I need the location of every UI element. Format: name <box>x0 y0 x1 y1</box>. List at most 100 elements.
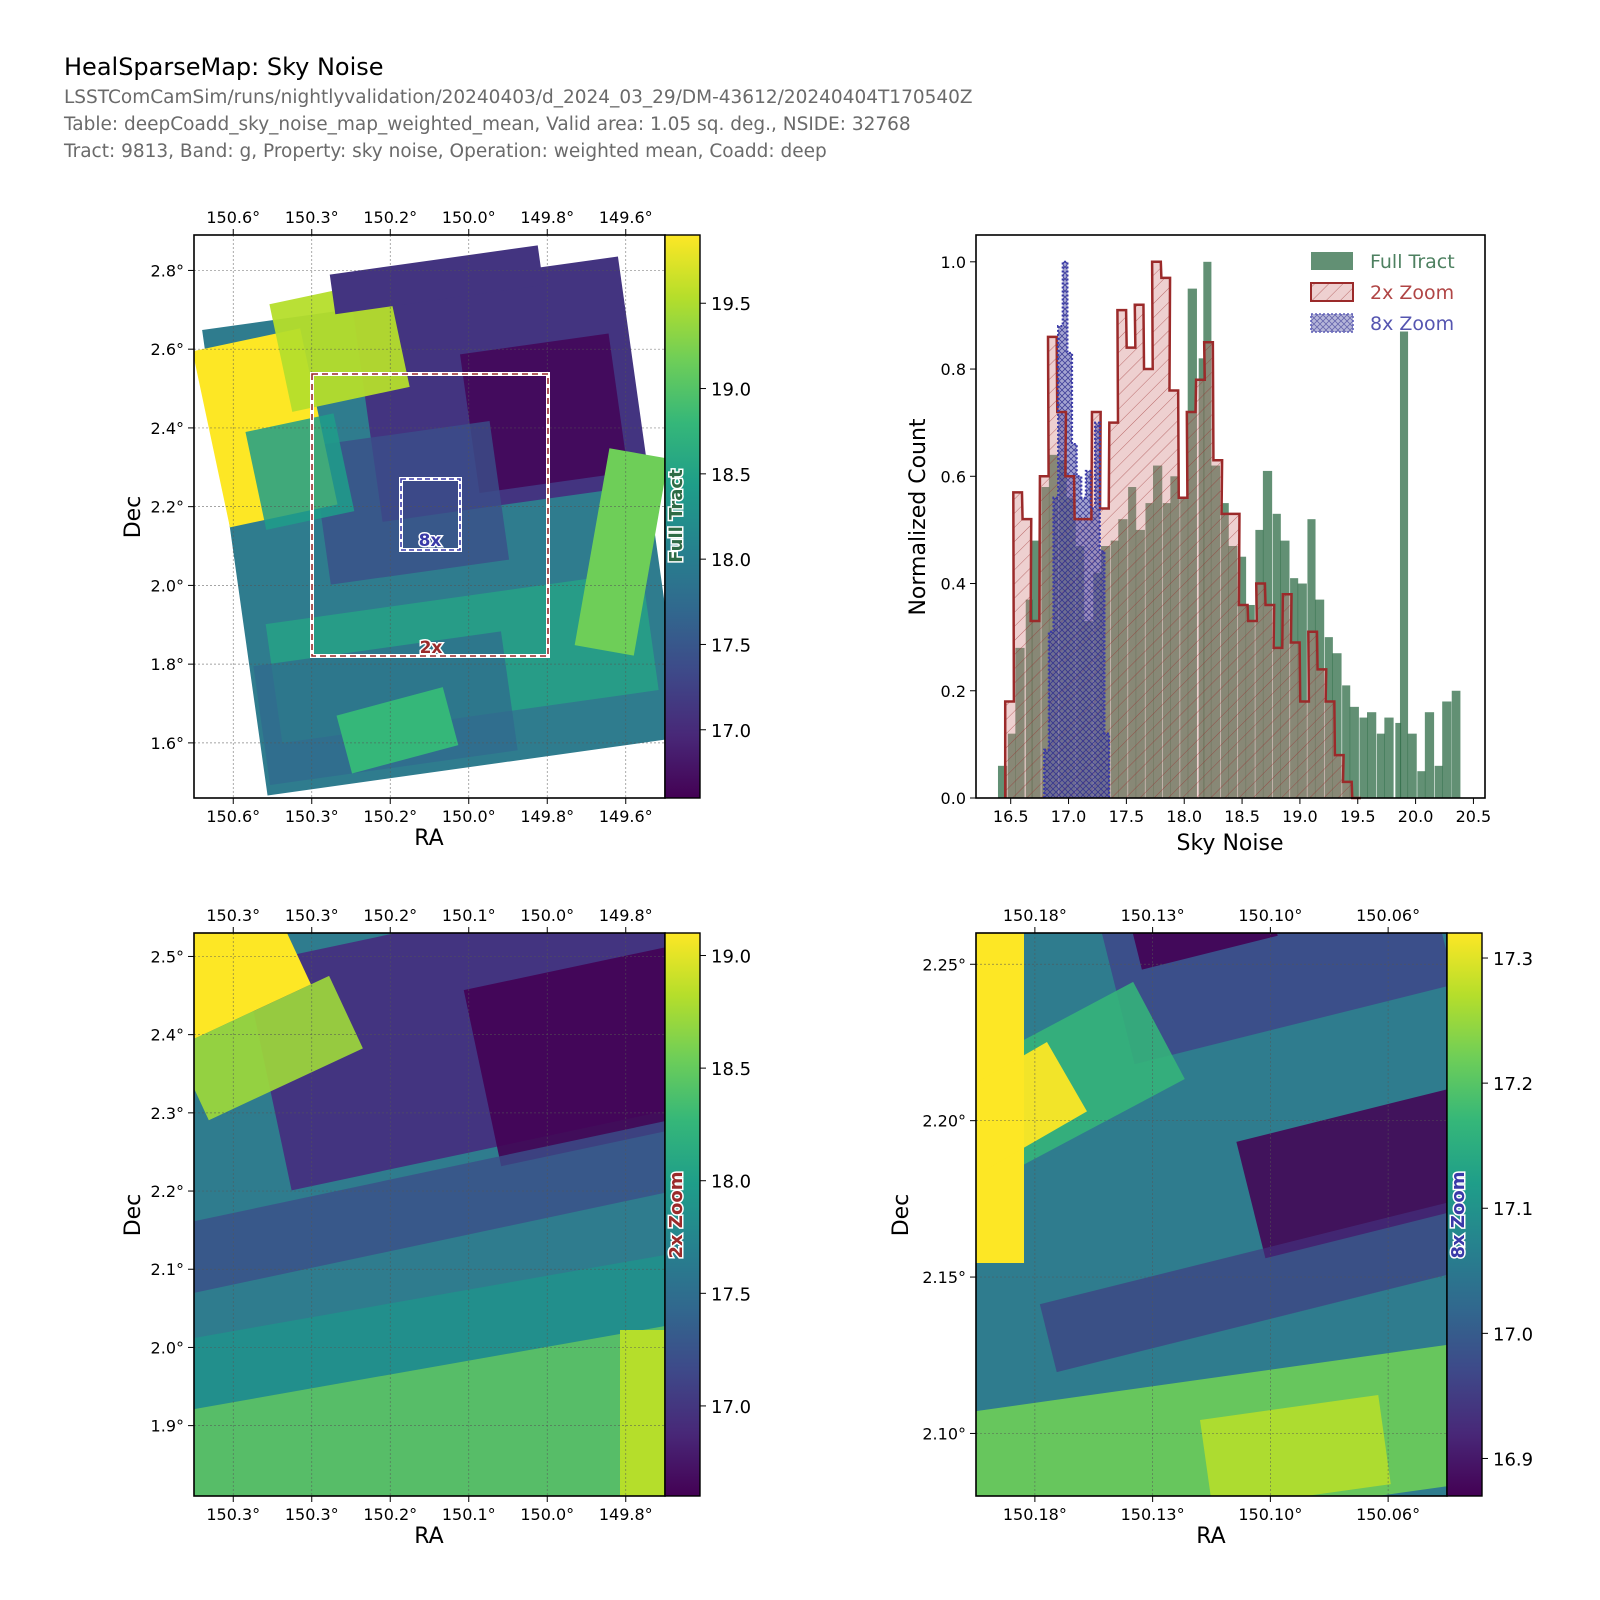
x-tick-label: 150.0° <box>520 1505 574 1524</box>
subtitle-run: LSSTComCamSim/runs/nightlyvalidation/202… <box>64 87 973 108</box>
full-tract-colorbar-ticks: 19.5 19.0 18.5 18.0 17.5 17.0 <box>700 294 751 742</box>
x-tick-label: 150.06° <box>1356 1505 1420 1524</box>
zoom-box-8x: 8x <box>399 477 462 553</box>
y-tick-label: 2.1° <box>151 1260 184 1279</box>
z2-bright-corner <box>620 1330 665 1496</box>
x-tick-label-top: 150.2° <box>363 906 417 925</box>
x-tick-label: 150.3° <box>285 807 339 826</box>
full-tract-heatmap <box>194 245 665 796</box>
tract-bright-east <box>574 448 665 656</box>
y-tick-label: 1.8° <box>151 655 184 674</box>
x-tick-label-top: 150.6° <box>206 208 260 227</box>
histogram-x-ticks: 16.5 17.0 17.5 18.0 18.5 19.0 19.5 20.0 20.5 <box>993 798 1491 826</box>
hist-x-tick-label: 19.5 <box>1340 807 1376 826</box>
hist-x-tick-label: 18.5 <box>1224 807 1260 826</box>
full-tract-grid <box>194 235 665 798</box>
hist-x-tick-label: 20.0 <box>1398 807 1434 826</box>
histogram-bar-full-tract <box>1417 771 1426 798</box>
y-tick-label: 2.3° <box>151 1104 184 1123</box>
figure-title: HealSparseMap: Sky Noise <box>64 53 384 81</box>
z2-green-band <box>194 1320 665 1496</box>
colorbar-tick-label: 18.5 <box>711 465 751 486</box>
histogram-bar-full-tract <box>1384 717 1394 798</box>
hist-x-tick-label: 18.0 <box>1166 807 1202 826</box>
histogram-bar-full-tract <box>1434 765 1443 798</box>
hist-y-tick-label: 1.0 <box>941 253 966 272</box>
legend-swatch-8x <box>1310 313 1354 333</box>
full-tract-panel: 2x 8x 150.6° 150.3° 150.2° 150.0° 149.8° 149.… <box>121 208 751 851</box>
x-tick-label-top: 150.13° <box>1121 906 1185 925</box>
y-tick-label: 2.4° <box>151 419 184 438</box>
histogram-legend: Full Tract 2x Zoom 8x Zoom <box>1310 251 1455 335</box>
zoom-2x-colorbar-ticks: 19.0 18.5 18.0 17.5 17.0 <box>700 947 751 1418</box>
zoom-8x-y-ticks: 2.25° 2.20° 2.15° 2.10° <box>922 955 976 1443</box>
zoom-2x-colorbar-label: 2x Zoom <box>666 1172 687 1259</box>
histogram-bar-full-tract <box>1349 706 1359 798</box>
x-tick-label: 150.0° <box>442 807 496 826</box>
x-tick-label: 150.6° <box>206 807 260 826</box>
x-tick-label: 150.3° <box>285 1505 339 1524</box>
x-tick-label-top: 150.1° <box>442 906 496 925</box>
z8-dark-north <box>1098 933 1447 1065</box>
zoom-8x-colorbar-ticks: 17.3 17.2 17.1 17.0 16.9 <box>1482 949 1533 1470</box>
subtitle-tract: Tract: 9813, Band: g, Property: sky nois… <box>64 141 827 162</box>
z2-bright-nw <box>194 933 311 1048</box>
histogram-bar-full-tract <box>1367 712 1377 798</box>
x-tick-label: 150.3° <box>206 1505 260 1524</box>
hist-x-tick-label: 19.0 <box>1282 807 1318 826</box>
legend-swatch-2x <box>1310 282 1354 302</box>
y-tick-label: 2.8° <box>151 261 184 280</box>
x-tick-label-top: 150.0° <box>520 906 574 925</box>
histogram-panel: 16.5 17.0 17.5 18.0 18.5 19.0 19.5 20.0 20.5 0.0… <box>906 234 1491 856</box>
hist-y-tick-label: 0.2 <box>941 682 966 701</box>
y-tick-label: 2.25° <box>922 955 966 974</box>
zoom-8x-colorbar-label: 8x Zoom <box>1448 1172 1469 1259</box>
zoom-2x-heatmap <box>194 933 665 1496</box>
colorbar-tick-label: 17.3 <box>1493 949 1533 970</box>
y-tick-label: 2.2° <box>151 1182 184 1201</box>
x-tick-label-top: 150.3° <box>206 906 260 925</box>
hist-x-tick-label: 20.5 <box>1456 807 1492 826</box>
histogram-bar-full-tract <box>1424 712 1435 798</box>
z2-darkest <box>463 940 665 1167</box>
colorbar-tick-label: 17.1 <box>1493 1199 1533 1220</box>
histogram-ylabel: Normalized Count <box>906 418 931 615</box>
x-tick-label-top: 150.10° <box>1238 906 1302 925</box>
y-tick-label: 2.4° <box>151 1026 184 1045</box>
zoom-8x-xlabel: RA <box>1196 1524 1225 1549</box>
histogram-bar-full-tract <box>1451 690 1461 798</box>
hist-x-tick-label: 17.5 <box>1109 807 1145 826</box>
tract-teal-west <box>245 413 355 530</box>
legend-label-2x: 2x Zoom <box>1370 282 1454 304</box>
x-tick-label: 150.18° <box>1003 1505 1067 1524</box>
histogram-bar-full-tract <box>1407 733 1417 798</box>
y-tick-label: 2.0° <box>151 1338 184 1357</box>
x-tick-label: 150.13° <box>1121 1505 1185 1524</box>
zoom-box-2x: 2x <box>310 372 550 660</box>
colorbar-tick-label: 17.0 <box>711 721 751 742</box>
hist-x-tick-label: 17.0 <box>1051 807 1087 826</box>
zoom-8x-x-ticks-top: 150.18° 150.13° 150.10° 150.06° <box>1003 906 1420 933</box>
histogram-bar-full-tract <box>1359 717 1368 798</box>
full-tract-ylabel: Dec <box>121 496 146 539</box>
colorbar-tick-label: 17.5 <box>711 635 751 656</box>
subtitle-table: Table: deepCoadd_sky_noise_map_weighted_… <box>64 114 911 135</box>
x-tick-label-top: 150.06° <box>1356 906 1420 925</box>
figure-header: HealSparseMap: Sky Noise LSSTComCamSim/r… <box>64 50 973 165</box>
histogram-bar-full-tract <box>997 765 1008 798</box>
hist-y-tick-label: 0.6 <box>941 467 966 486</box>
zoom-box-8x-label: 8x <box>419 531 442 551</box>
histogram-bar-full-tract <box>1297 583 1307 798</box>
tract-north-strip <box>329 245 544 315</box>
colorbar-tick-label: 16.9 <box>1493 1449 1533 1470</box>
zoom-box-2x-label: 2x <box>420 638 443 658</box>
y-tick-label: 2.6° <box>151 340 184 359</box>
hist-y-tick-label: 0.8 <box>941 360 966 379</box>
full-tract-x-ticks-top: 150.6° 150.3° 150.2° 150.0° 149.8° 149.6° <box>206 208 653 235</box>
colorbar-tick-label: 18.5 <box>711 1059 751 1080</box>
zoom-8x-heatmap <box>976 933 1447 1496</box>
full-tract-colorbar <box>664 234 701 799</box>
y-tick-label: 2.10° <box>922 1424 966 1443</box>
zoom-2x-x-ticks-top: 150.3° 150.3° 150.2° 150.1° 150.0° 149.8° <box>206 906 653 933</box>
legend-label-full-tract: Full Tract <box>1370 251 1455 273</box>
